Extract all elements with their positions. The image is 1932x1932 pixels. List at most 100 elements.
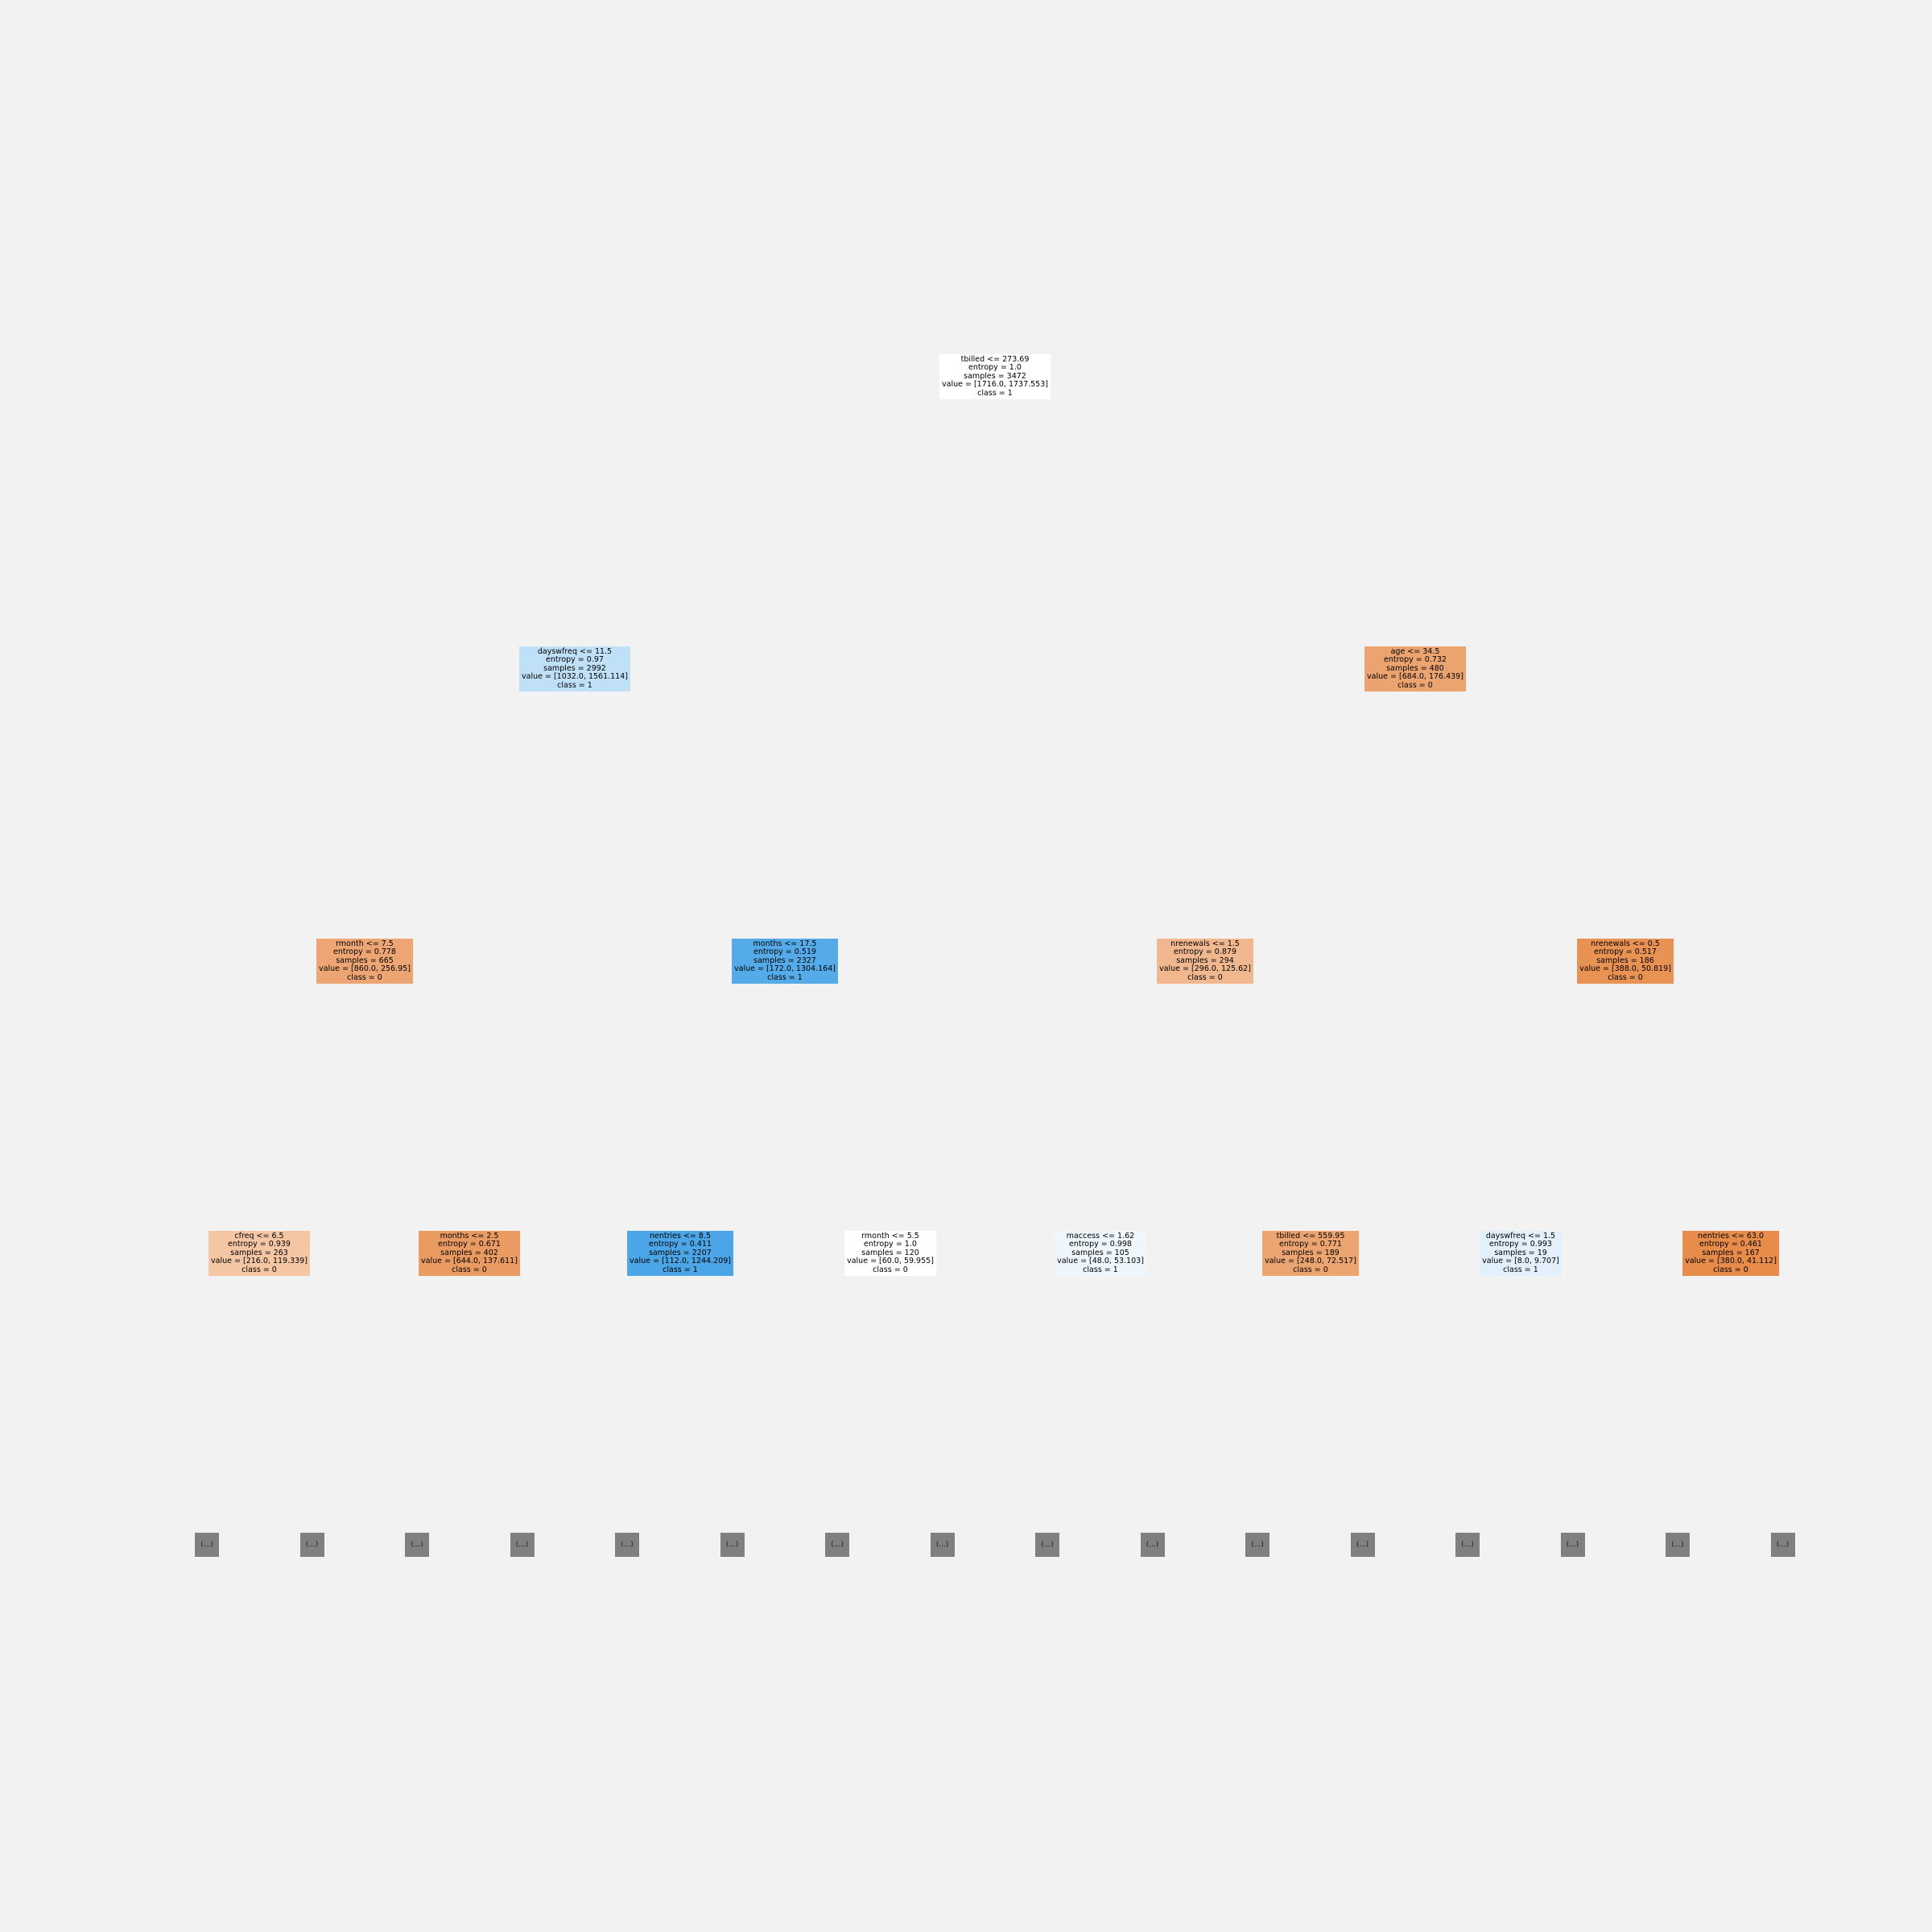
node-text-line: class = 0 <box>873 1265 908 1274</box>
truncated-subtree-marker: (...) <box>930 1533 955 1557</box>
node-text-line: class = 1 <box>977 388 1013 398</box>
node-text-line: months <= 17.5 <box>753 939 817 948</box>
node-text-line: samples = 263 <box>230 1248 288 1257</box>
node-text-line: entropy = 0.519 <box>753 947 816 957</box>
tree-node-n4: months <= 17.5 entropy = 0.519 samples = 2… <box>732 938 838 985</box>
node-text-line: entropy = 1.0 <box>968 363 1022 373</box>
node-text-line: rmonth <= 5.5 <box>861 1231 919 1241</box>
truncated-subtree-marker: (...) <box>1245 1533 1269 1557</box>
tree-node-n8: months <= 2.5 entropy = 0.671 samples = 40… <box>419 1230 520 1277</box>
node-text-line: samples = 294 <box>1176 956 1234 965</box>
node-text-line: samples = 665 <box>336 956 394 965</box>
node-text-line: cfreq <= 6.5 <box>234 1231 284 1241</box>
node-text-line: samples = 120 <box>861 1248 919 1257</box>
truncated-subtree-marker: (...) <box>1455 1533 1480 1557</box>
node-text-line: value = [248.0, 72.517] <box>1265 1257 1356 1266</box>
tree-node-n9: nentries <= 8.5 entropy = 0.411 samples = … <box>627 1230 733 1277</box>
node-text-line: dayswfreq <= 11.5 <box>537 646 613 656</box>
node-text-line: entropy = 0.998 <box>1069 1240 1132 1249</box>
truncated-subtree-marker: (...) <box>405 1533 429 1557</box>
node-text-line: class = 1 <box>1503 1265 1538 1274</box>
node-text-line: nentries <= 63.0 <box>1697 1231 1765 1241</box>
node-text-line: class = 0 <box>242 1265 277 1274</box>
node-text-line: class = 1 <box>767 972 803 982</box>
node-text-line: value = [216.0, 119.339] <box>211 1257 308 1266</box>
node-text-line: class = 1 <box>663 1265 698 1274</box>
node-text-line: tbilled <= 559.95 <box>1276 1231 1345 1241</box>
truncated-subtree-marker: (...) <box>720 1533 745 1557</box>
node-text-line: value = [1716.0, 1737.553] <box>942 380 1048 390</box>
node-text-line: class = 0 <box>1187 972 1223 982</box>
node-text-line: samples = 189 <box>1282 1248 1340 1257</box>
node-text-line: value = [860.0, 256.95] <box>319 964 411 974</box>
tree-node-n13: dayswfreq <= 1.5 entropy = 0.993 samples =… <box>1480 1230 1562 1277</box>
truncated-subtree-marker: (...) <box>1140 1533 1165 1557</box>
node-text-line: nrenewals <= 0.5 <box>1591 939 1660 948</box>
node-text-line: value = [48.0, 53.103] <box>1057 1257 1144 1266</box>
truncated-subtree-marker: (...) <box>615 1533 639 1557</box>
node-text-line: value = [172.0, 1304.164] <box>734 964 836 974</box>
node-text-line: value = [296.0, 125.62] <box>1159 964 1251 974</box>
node-text-line: value = [1032.0, 1561.114] <box>522 672 628 682</box>
node-text-line: samples = 167 <box>1702 1248 1760 1257</box>
truncated-subtree-marker: (...) <box>1350 1533 1375 1557</box>
node-text-line: samples = 3472 <box>964 371 1026 381</box>
node-text-line: entropy = 1.0 <box>864 1240 917 1249</box>
node-text-line: value = [380.0, 41.112] <box>1685 1257 1777 1266</box>
node-text-line: tbilled <= 273.69 <box>960 354 1030 364</box>
node-text-line: samples = 186 <box>1596 956 1654 965</box>
node-text-line: samples = 105 <box>1071 1248 1129 1257</box>
node-text-line: entropy = 0.411 <box>649 1240 712 1249</box>
node-text-line: samples = 19 <box>1494 1248 1547 1257</box>
node-text-line: entropy = 0.939 <box>228 1240 291 1249</box>
truncated-subtree-marker: (...) <box>510 1533 535 1557</box>
node-text-line: value = [388.0, 50.819] <box>1579 964 1671 974</box>
node-text-line: samples = 480 <box>1386 663 1444 673</box>
node-text-line: class = 1 <box>557 680 592 690</box>
tree-node-n0: tbilled <= 273.69 entropy = 1.0 samples = … <box>939 353 1051 400</box>
node-text-line: class = 0 <box>1713 1265 1748 1274</box>
node-text-line: entropy = 0.778 <box>333 947 396 957</box>
node-text-line: entropy = 0.993 <box>1489 1240 1552 1249</box>
truncated-subtree-marker: (...) <box>299 1533 324 1557</box>
node-text-line: entropy = 0.671 <box>438 1240 501 1249</box>
tree-node-n5: nrenewals <= 1.5 entropy = 0.879 samples =… <box>1157 938 1253 985</box>
node-text-line: entropy = 0.879 <box>1174 947 1236 957</box>
tree-node-n6: nrenewals <= 0.5 entropy = 0.517 samples =… <box>1577 938 1674 985</box>
node-text-line: nrenewals <= 1.5 <box>1170 939 1240 948</box>
node-text-line: entropy = 0.517 <box>1594 947 1657 957</box>
node-text-line: rmonth <= 7.5 <box>336 939 394 948</box>
node-text-line: value = [8.0, 9.707] <box>1482 1257 1559 1266</box>
node-text-line: value = [684.0, 176.439] <box>1367 672 1463 682</box>
node-text-line: samples = 2992 <box>543 663 606 673</box>
node-text-line: entropy = 0.461 <box>1699 1240 1762 1249</box>
node-text-line: maccess <= 1.62 <box>1066 1231 1135 1241</box>
node-text-line: class = 1 <box>1083 1265 1118 1274</box>
tree-node-n1: dayswfreq <= 11.5 entropy = 0.97 samples =… <box>519 646 630 692</box>
node-text-line: samples = 2207 <box>649 1248 712 1257</box>
node-text-line: value = [112.0, 1244.209] <box>630 1257 731 1266</box>
node-text-line: age <= 34.5 <box>1390 646 1440 656</box>
node-text-line: samples = 2327 <box>753 956 816 965</box>
truncated-subtree-marker: (...) <box>195 1533 219 1557</box>
node-text-line: class = 0 <box>1293 1265 1328 1274</box>
node-text-line: class = 0 <box>452 1265 487 1274</box>
tree-node-n3: rmonth <= 7.5 entropy = 0.778 samples = 66… <box>316 938 413 985</box>
node-text-line: entropy = 0.771 <box>1279 1240 1342 1249</box>
node-text-line: dayswfreq <= 1.5 <box>1485 1231 1556 1241</box>
tree-node-n11: maccess <= 1.62 entropy = 0.998 samples = … <box>1055 1230 1146 1277</box>
node-text-line: class = 0 <box>347 972 382 982</box>
tree-node-n14: nentries <= 63.0 entropy = 0.461 samples =… <box>1682 1230 1779 1277</box>
node-text-line: entropy = 0.97 <box>546 655 604 665</box>
node-text-line: class = 0 <box>1397 680 1433 690</box>
node-text-line: nentries <= 8.5 <box>649 1231 712 1241</box>
truncated-subtree-marker: (...) <box>1560 1533 1585 1557</box>
tree-node-n7: cfreq <= 6.5 entropy = 0.939 samples = 263… <box>208 1230 310 1277</box>
tree-node-n2: age <= 34.5 entropy = 0.732 samples = 480 v… <box>1364 646 1466 692</box>
node-text-line: samples = 402 <box>440 1248 498 1257</box>
node-text-line: value = [644.0, 137.611] <box>421 1257 518 1266</box>
node-text-line: entropy = 0.732 <box>1384 655 1447 665</box>
node-text-line: months <= 2.5 <box>440 1231 499 1241</box>
node-text-line: value = [60.0, 59.955] <box>847 1257 934 1266</box>
